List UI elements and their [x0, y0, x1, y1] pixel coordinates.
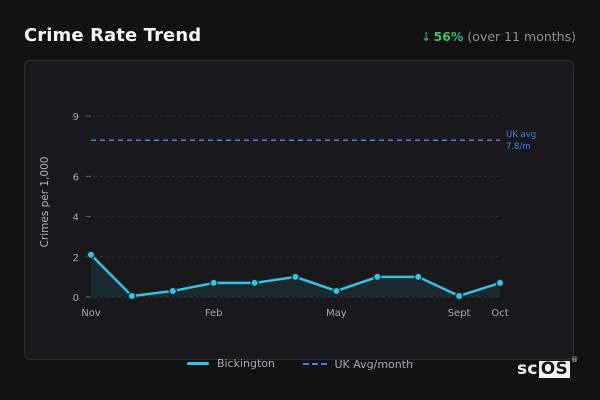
- chart-panel: [24, 60, 574, 360]
- data-point: [332, 286, 341, 296]
- registered-mark: ®: [571, 356, 579, 364]
- chart-legend: Bickington UK Avg/month: [0, 355, 600, 371]
- data-point: [495, 278, 505, 288]
- data-point: [168, 286, 177, 296]
- down-arrow-icon: ↓: [421, 29, 432, 44]
- data-point: [454, 291, 464, 301]
- data-point: [250, 278, 259, 288]
- trend-change: ↓ 56% (over 11 months): [421, 29, 576, 44]
- legend-item-series[interactable]: Bickington: [186, 357, 275, 370]
- change-note: (over 11 months): [467, 29, 576, 44]
- x-tick-label: Oct: [491, 308, 508, 319]
- data-point: [414, 272, 423, 282]
- change-percent: 56%: [433, 29, 464, 44]
- y-tick-label: 2: [73, 253, 79, 264]
- legend-label-series: Bickington: [216, 357, 275, 370]
- y-tick-label: 6: [73, 172, 79, 183]
- y-tick-label: 4: [73, 213, 79, 224]
- data-point: [209, 278, 218, 288]
- data-point: [86, 250, 96, 259]
- series-area: [91, 254, 500, 297]
- data-point: [127, 291, 137, 301]
- brand-logo: sc OS ®: [517, 356, 579, 379]
- x-tick-label: May: [326, 308, 347, 319]
- y-tick-label: 9: [73, 112, 79, 123]
- reference-label-name: UK avg: [506, 130, 536, 140]
- reference-label-value: 7.8/m: [506, 142, 531, 152]
- brand-prefix: sc: [517, 359, 538, 379]
- x-tick-label: Sept: [448, 308, 471, 319]
- y-axis-title: Crimes per 1,000: [39, 156, 51, 248]
- y-tick-label: 0: [73, 293, 79, 304]
- legend-label-reference: UK Avg/month: [334, 357, 414, 371]
- brand-boxed: OS: [538, 358, 571, 379]
- x-tick-label: Feb: [205, 308, 223, 319]
- legend-swatch-dashed: [302, 363, 327, 365]
- legend-swatch-line: [186, 362, 209, 365]
- x-tick-label: Nov: [81, 308, 101, 319]
- legend-item-reference[interactable]: UK Avg/month: [302, 357, 414, 371]
- data-point: [373, 272, 382, 282]
- data-point: [291, 272, 300, 282]
- chart-title: Crime Rate Trend: [24, 25, 202, 46]
